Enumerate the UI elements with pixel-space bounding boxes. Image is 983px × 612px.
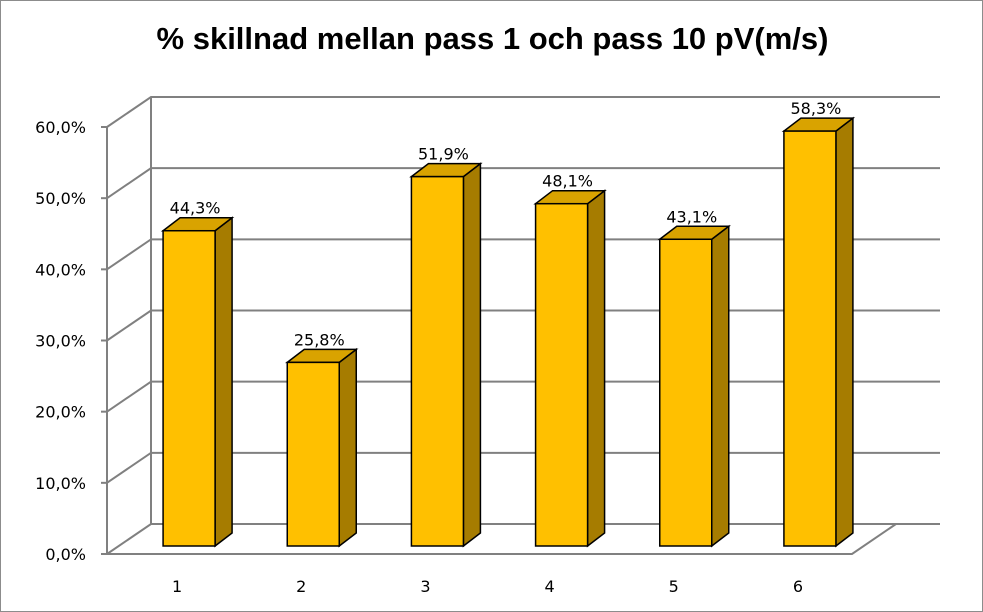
data-label: 25,8% <box>294 330 345 349</box>
bar <box>659 238 713 547</box>
bar <box>162 229 216 547</box>
bar <box>286 361 340 547</box>
x-tick-label: 6 <box>793 577 803 596</box>
bar-side <box>586 189 606 548</box>
y-tick-label: 50,0% <box>35 189 86 208</box>
bar-side <box>462 162 482 548</box>
x-tick-label: 5 <box>669 577 679 596</box>
x-tick-label: 2 <box>296 577 306 596</box>
data-label: 58,3% <box>791 99 842 118</box>
data-label: 43,1% <box>666 207 717 226</box>
floor-edge <box>107 523 897 555</box>
y-tick-label: 10,0% <box>35 474 86 493</box>
x-tick-label: 1 <box>172 577 182 596</box>
chart-title: % skillnad mellan pass 1 och pass 10 pV(… <box>156 21 829 56</box>
bar <box>410 175 465 547</box>
bar <box>534 202 589 547</box>
bar-side <box>338 347 357 548</box>
y-tick-label: 40,0% <box>35 260 86 279</box>
x-tick-label: 3 <box>420 577 430 596</box>
axes <box>101 97 897 555</box>
bar-side <box>835 116 854 548</box>
y-tick-label: 60,0% <box>35 118 86 137</box>
y-tick-label: 0,0% <box>45 545 86 564</box>
bar <box>783 130 837 547</box>
y-tick-label: 20,0% <box>35 403 86 422</box>
labels: 0,0% 10,0% 20,0% 30,0% 40,0% 50,0% 60,0% 44,3% 1… <box>35 99 841 596</box>
data-label: 44,3% <box>170 199 221 218</box>
bars <box>160 116 856 548</box>
x-tick-label: 4 <box>544 577 554 596</box>
data-label: 51,9% <box>418 145 469 164</box>
y-tick-label: 30,0% <box>35 332 86 351</box>
data-label: 48,1% <box>542 172 593 191</box>
bar-side <box>711 224 730 548</box>
bar-side <box>214 216 233 548</box>
